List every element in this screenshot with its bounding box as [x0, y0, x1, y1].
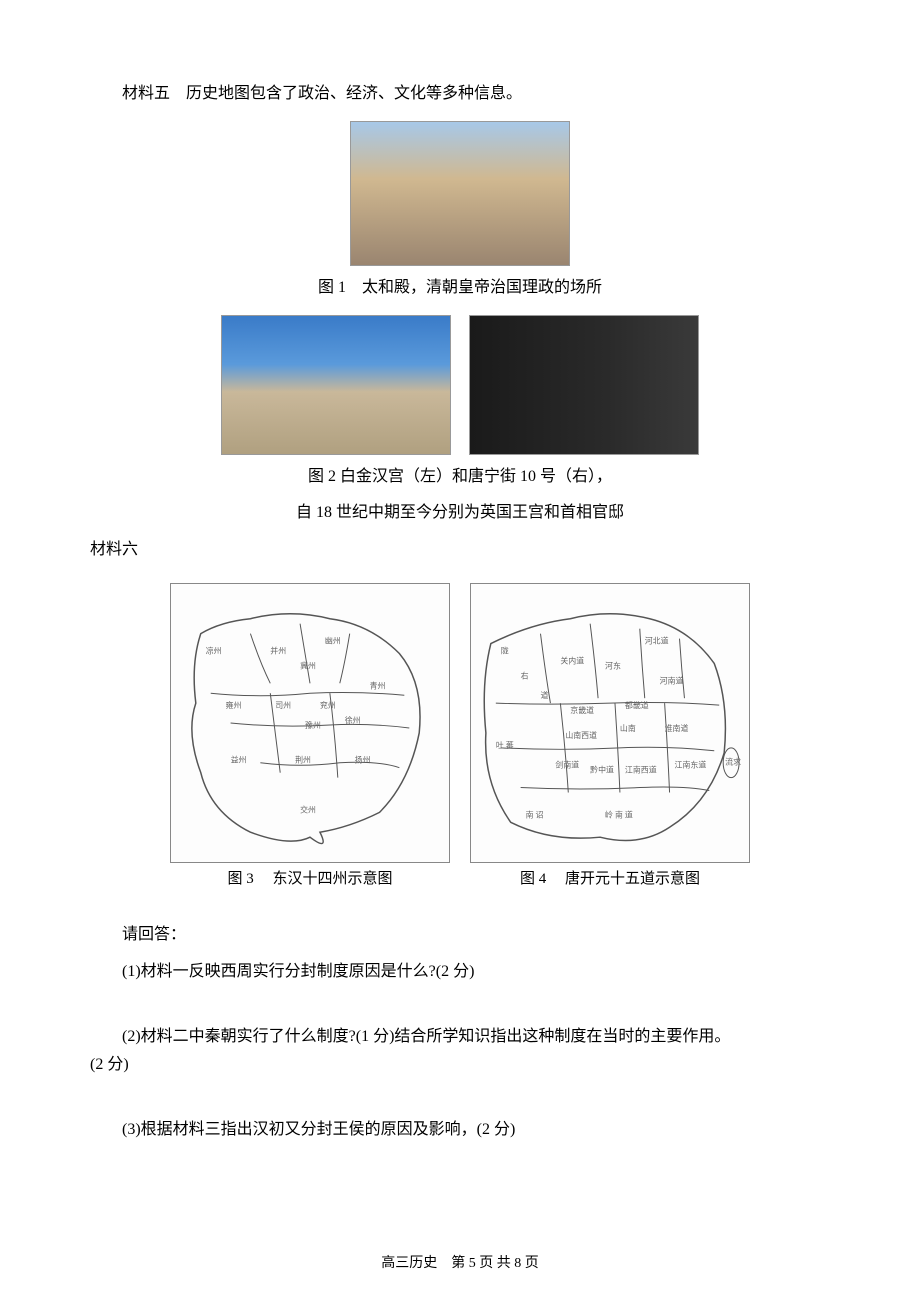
map4-label: 关内道	[560, 655, 584, 665]
figure2-right-image	[469, 315, 699, 455]
map3-label: 冀州	[300, 660, 316, 670]
figure2-container	[90, 315, 830, 455]
map3-label: 青州	[370, 680, 386, 690]
question-2: (2)材料二中秦朝实行了什么制度?(1 分)结合所学知识指出这种制度在当时的主要…	[90, 1023, 830, 1081]
map4-label: 河东	[605, 660, 621, 670]
questions-block: 请回答： (1)材料一反映西周实行分封制度原因是什么?(2 分) (2)材料二中…	[90, 921, 830, 1145]
map4-label: 道	[541, 690, 549, 700]
figure3-caption: 图 3 东汉十四州示意图	[170, 867, 450, 891]
figure4-map: 陇 右 道 关内道 河北道 河东 河南道 京畿道 都畿道 山南西道 山南 淮南道…	[470, 583, 750, 863]
material5-intro: 材料五 历史地图包含了政治、经济、文化等多种信息。	[90, 80, 830, 109]
figure2-caption-line2: 自 18 世纪中期至今分别为英国王宫和首相官邸	[90, 499, 830, 528]
figure3-map: 凉州 并州 幽州 冀州 雍州 司州 兖州 青州 豫州 徐州 益州 荆州 扬州 交…	[170, 583, 450, 863]
figure1-image	[350, 121, 570, 266]
map4-label: 河南道	[660, 675, 684, 685]
map4-label: 右	[521, 670, 529, 680]
map3-label: 交州	[300, 804, 316, 814]
map3-label: 凉州	[206, 645, 222, 655]
map3-label: 扬州	[355, 755, 371, 765]
map3-label: 兖州	[320, 700, 336, 710]
map4-label: 山南	[620, 723, 636, 733]
figure1-container	[90, 121, 830, 266]
map3-label: 徐州	[345, 715, 361, 725]
map3-label: 益州	[231, 755, 247, 765]
map4-label: 江南东道	[675, 760, 707, 770]
map4-label: 吐 蕃	[496, 740, 514, 750]
map4-label: 河北道	[645, 636, 669, 646]
map3-label: 并州	[270, 645, 286, 655]
questions-intro: 请回答：	[90, 921, 830, 950]
map4-label: 陇	[501, 645, 509, 655]
question-2-line2: (2 分)	[90, 1051, 830, 1080]
map4-label: 京畿道	[570, 705, 594, 715]
map4-label: 山南西道	[565, 730, 597, 740]
material6-label: 材料六	[90, 536, 830, 565]
map3-label: 雍州	[226, 700, 242, 710]
figure2-caption-line1: 图 2 白金汉宫（左）和唐宁街 10 号（右），	[90, 463, 830, 492]
map4-label: 流求	[725, 757, 741, 767]
figure2-left-image	[221, 315, 451, 455]
map4-label: 都畿道	[625, 700, 649, 710]
map4-label: 岭 南 道	[605, 809, 633, 819]
maps-container: 凉州 并州 幽州 冀州 雍州 司州 兖州 青州 豫州 徐州 益州 荆州 扬州 交…	[90, 583, 830, 863]
question-1: (1)材料一反映西周实行分封制度原因是什么?(2 分)	[90, 958, 830, 987]
map3-label: 豫州	[305, 720, 321, 730]
map4-label: 黔中道	[590, 765, 614, 775]
map4-label: 南 诏	[526, 809, 544, 819]
map3-label: 司州	[275, 701, 291, 710]
map3-label: 幽州	[325, 637, 341, 646]
question-3: (3)根据材料三指出汉初又分封王侯的原因及影响，(2 分)	[90, 1116, 830, 1145]
map3-label: 荆州	[295, 755, 311, 765]
question-2-line1: (2)材料二中秦朝实行了什么制度?(1 分)结合所学知识指出这种制度在当时的主要…	[90, 1023, 830, 1052]
page-footer: 高三历史 第 5 页 共 8 页	[0, 1252, 920, 1272]
figure4-caption: 图 4 唐开元十五道示意图	[470, 867, 750, 891]
map-captions-row: 图 3 东汉十四州示意图 图 4 唐开元十五道示意图	[90, 867, 830, 891]
map4-label: 淮南道	[665, 723, 689, 733]
map4-label: 江南西道	[625, 765, 657, 775]
map4-label: 剑南道	[555, 760, 579, 770]
figure1-caption: 图 1 太和殿，清朝皇帝治国理政的场所	[90, 274, 830, 303]
